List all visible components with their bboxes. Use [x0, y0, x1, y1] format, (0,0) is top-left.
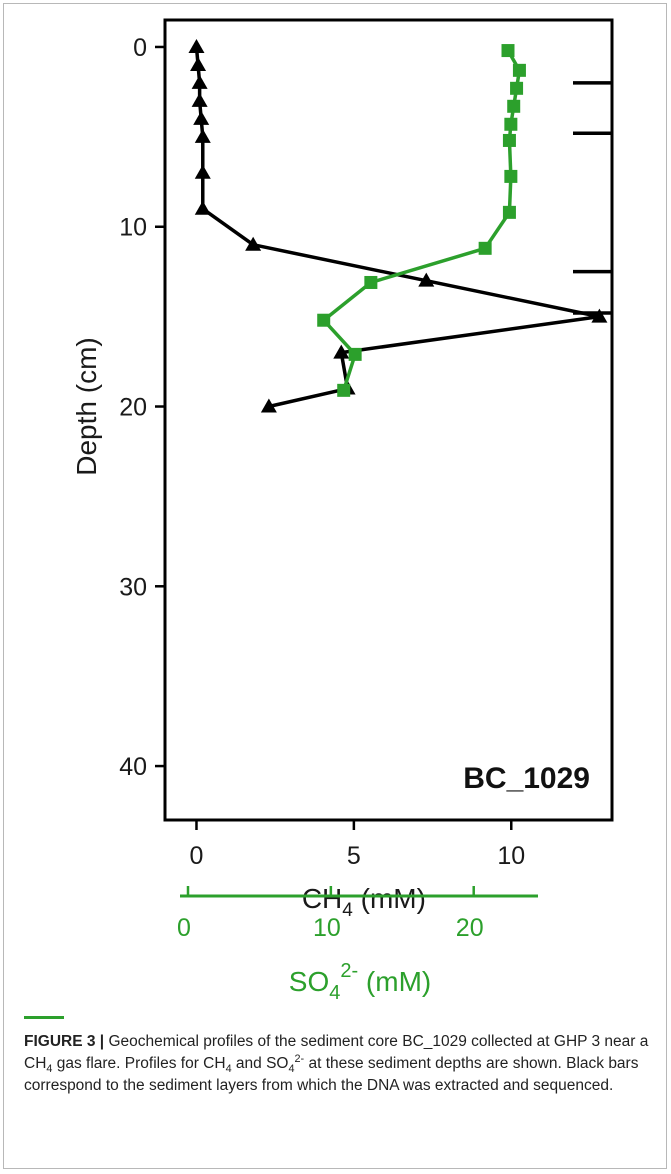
- SO42--point: [510, 81, 524, 95]
- x-tick-label: 5: [347, 842, 361, 870]
- CH4-point: [260, 398, 277, 413]
- panel-label: BC_1029: [463, 762, 590, 795]
- plot-frame: [163, 18, 614, 822]
- caption-figure-label: FIGURE 3 |: [24, 1033, 105, 1050]
- CH4-point: [194, 164, 211, 179]
- SO42--point: [512, 63, 526, 77]
- x-tick-label: 0: [190, 842, 204, 870]
- CH4-point: [191, 92, 208, 107]
- CH4-point: [194, 128, 211, 143]
- SO42--point: [337, 383, 351, 397]
- so4-axis-title: SO42- (mM): [289, 960, 431, 1004]
- so4-tick-label: 0: [177, 914, 191, 942]
- x-tick-label: 10: [497, 842, 525, 870]
- CH4-point: [188, 38, 205, 53]
- x-axis-title: CH4 (mM): [302, 883, 426, 921]
- CH4-point: [245, 236, 262, 251]
- figure-caption: FIGURE 3 | Geochemical profiles of the s…: [24, 1031, 652, 1097]
- y-tick-label: 0: [133, 34, 147, 62]
- so4-tick-label: 20: [456, 914, 484, 942]
- SO42--point: [478, 241, 492, 255]
- CH4-line: [194, 46, 602, 409]
- CH4-point: [193, 110, 210, 125]
- CH4-point: [591, 308, 608, 323]
- CH4-point: [333, 344, 350, 359]
- SO42--point: [504, 169, 518, 183]
- SO42--point: [317, 313, 331, 327]
- SO42--line: [321, 49, 522, 391]
- y-tick-label: 40: [119, 753, 147, 781]
- y-tick-label: 20: [119, 394, 147, 422]
- CH4-point: [418, 272, 435, 287]
- y-tick-label: 30: [119, 573, 147, 601]
- SO42--point: [364, 275, 378, 289]
- CH4-point: [194, 200, 211, 215]
- SO42--point: [504, 117, 518, 131]
- y-axis-title: Depth (cm): [71, 337, 102, 475]
- caption-text: Geochemical profiles of the sediment cor…: [24, 1033, 649, 1094]
- SO42--point: [507, 99, 521, 113]
- so4-tick-label: 10: [313, 914, 341, 942]
- SO42--point: [502, 205, 516, 219]
- caption-accent-rule: [24, 1016, 64, 1019]
- figure-frame: [3, 3, 667, 1169]
- SO42--point: [502, 133, 516, 147]
- y-tick-label: 10: [119, 214, 147, 242]
- CH4-point: [191, 74, 208, 89]
- CH4-point: [190, 56, 207, 71]
- SO42--point: [348, 347, 362, 361]
- SO42--point: [501, 44, 515, 58]
